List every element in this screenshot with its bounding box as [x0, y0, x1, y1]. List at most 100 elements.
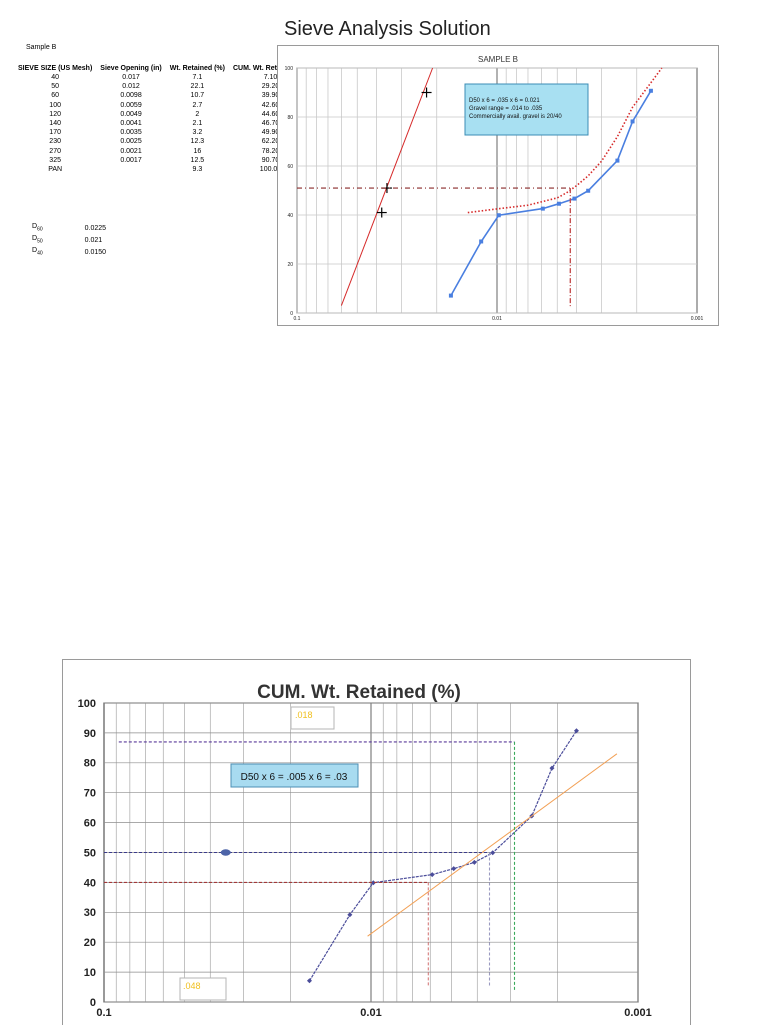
x-tick-label: 0.01 — [360, 1007, 381, 1019]
data-point — [648, 88, 653, 93]
y-tick-label: 10 — [84, 967, 96, 979]
label-box-top — [290, 706, 335, 730]
col-sieve-opening: Sieve Opening (in) — [100, 65, 162, 72]
d-value-label: D60 — [30, 222, 45, 234]
annotation-line: Commercially avail. gravel is 20/40 — [469, 114, 562, 120]
y-tick-label: 20 — [287, 262, 293, 268]
sample-label: Sample B — [26, 44, 57, 51]
x-tick-label: 0.001 — [624, 1007, 652, 1019]
d-value: 0.0150 — [84, 248, 107, 256]
table-row: 60 0.0098 10.7 39.90 — [14, 91, 312, 100]
y-tick-label: 60 — [287, 164, 293, 170]
data-point — [448, 293, 453, 298]
data-point — [496, 213, 501, 218]
table-cell: 2.7 — [192, 101, 203, 109]
table-cell: 78.20 — [261, 147, 280, 155]
data-point — [479, 239, 484, 244]
series-sample-curve — [450, 90, 652, 296]
table-cell: 62.20 — [261, 138, 280, 146]
y-tick-label: 40 — [84, 877, 96, 889]
table-cell — [96, 165, 165, 174]
data-point — [549, 765, 555, 771]
table-cell: 0.0025 — [120, 138, 142, 146]
table-row: 170 0.0035 3.2 49.90 — [14, 128, 312, 137]
table-cell: 7.10 — [263, 74, 278, 82]
chart-cum-wt: CUM. Wt. Retained (%) 0 10 20 30 40 50 60 70 80 90… — [62, 659, 691, 1025]
d-label-sub: 60 — [37, 226, 43, 233]
table-cell: 44.60 — [261, 110, 280, 118]
y-tick-label: 70 — [84, 788, 96, 800]
chart-title: SAMPLE B — [478, 55, 518, 64]
col-cum-wt: CUM. Wt. Retained (%) — [232, 65, 309, 72]
data-point — [490, 850, 496, 856]
d-values-table: D60 0.0225 D50 0.021 D40 0.0150 — [30, 222, 108, 258]
y-tick-label: 60 — [84, 817, 96, 829]
y-tick-label: 0 — [90, 997, 96, 1009]
table-cell: 60 — [51, 92, 60, 100]
page-title: Sieve Analysis Solution — [284, 18, 491, 40]
x-tick-label: 0.1 — [294, 316, 301, 322]
table-cell: 12.5 — [190, 156, 205, 164]
table-cell: 42.60 — [261, 101, 280, 109]
d-label-text: D — [32, 235, 38, 243]
d-value: 0.021 — [84, 236, 103, 244]
table-cell: 29.20 — [261, 83, 280, 91]
d-value-label: D50 — [30, 234, 45, 246]
table-cell: 0.0021 — [120, 147, 142, 155]
highlight-point — [220, 849, 231, 856]
annotation-box: D50 x 6 = .035 x 6 = 0.021 Gravel range =… — [464, 83, 589, 136]
table-cell: 0.0035 — [120, 129, 142, 137]
table-cell: 100 — [49, 101, 61, 109]
table-cell: 7.1 — [192, 74, 203, 82]
d-label-text: D — [32, 247, 38, 255]
table-cell: 230 — [49, 138, 61, 146]
annotation-box: D50 x 6 = .005 x 6 = .03 — [230, 763, 359, 788]
data-point — [615, 158, 620, 163]
table-cell: 3.2 — [192, 129, 203, 137]
y-tick-label: 80 — [84, 758, 96, 770]
annotation-line: D50 x 6 = .035 x 6 = 0.021 — [469, 98, 540, 104]
d-label-sub: 40 — [37, 250, 43, 257]
table-cell: 0.0098 — [120, 92, 142, 100]
d-label-sub: 50 — [37, 238, 43, 245]
table-cell: 325 — [49, 156, 61, 164]
table-row: 120 0.0049 2 44.60 — [14, 110, 312, 119]
chart-title: CUM. Wt. Retained (%) — [257, 682, 461, 703]
sieve-table: SIEVE SIZE (US Mesh) Sieve Opening (in) … — [14, 64, 312, 174]
x-tick-label: 0.1 — [96, 1007, 111, 1019]
table-row: PAN 9.3 100.00 — [14, 165, 312, 174]
data-point — [429, 872, 435, 878]
d-label-text: D — [32, 223, 38, 231]
table-row: 40 0.017 7.1 7.10 — [14, 73, 312, 82]
table-cell: 12.3 — [190, 138, 205, 146]
table-cell: 2.1 — [192, 120, 203, 128]
data-point — [370, 880, 376, 886]
table-row: 270 0.0021 16 78.20 — [14, 147, 312, 156]
table-cell: 40 — [51, 74, 60, 82]
table-row: 325 0.0017 12.5 90.70 — [14, 156, 312, 165]
data-point — [347, 912, 353, 918]
table-cell: 2 — [195, 110, 200, 118]
chart-sample-b-svg: SAMPLE B 0 20 40 60 80 100 0.1 0.01 0.001 D50 x 6 … — [285, 55, 704, 322]
data-point — [556, 201, 561, 206]
d-value-row: D40 0.0150 — [30, 246, 108, 258]
annotation-line: Gravel range = .014 to .035 — [469, 106, 543, 112]
data-point — [572, 196, 577, 201]
y-tick-label: 0 — [290, 311, 293, 317]
table-cell: 39.90 — [261, 92, 280, 100]
table-cell: 170 — [49, 129, 61, 137]
x-tick-label: 0.01 — [492, 316, 502, 322]
table-cell: 46.70 — [261, 120, 280, 128]
table-cell: 0.0041 — [120, 120, 142, 128]
table-cell: PAN — [48, 165, 63, 173]
annotation-background — [464, 83, 589, 136]
data-point — [540, 206, 545, 211]
y-tick-label: 80 — [287, 115, 293, 121]
y-tick-label: 90 — [84, 728, 96, 740]
table-cell: 0.0017 — [120, 156, 142, 164]
table-cell: 9.3 — [192, 165, 203, 173]
table-cell: 10.7 — [190, 92, 205, 100]
y-tick-label: 50 — [84, 847, 96, 859]
table-cell: 16 — [193, 147, 202, 155]
data-point — [630, 119, 635, 124]
